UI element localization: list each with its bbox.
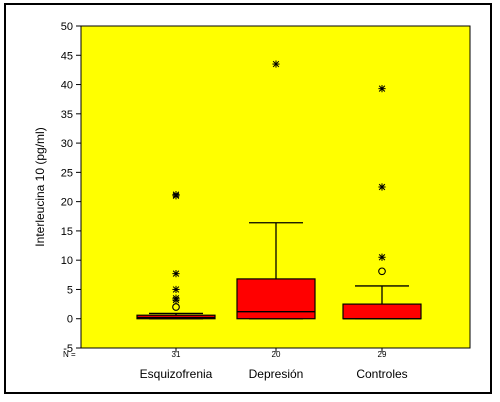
n-count-label: 29 [378, 350, 387, 359]
y-tick-label: 20 [61, 197, 73, 209]
category-label: Depresión [249, 367, 304, 381]
extreme-point [172, 270, 180, 278]
y-tick-label: 10 [61, 255, 73, 267]
extreme-point [378, 183, 386, 191]
box-group [136, 191, 216, 320]
box-group [236, 60, 316, 320]
y-tick-label: 35 [61, 109, 73, 121]
y-tick-label: 40 [61, 80, 73, 92]
n-prefix: N = [63, 350, 76, 359]
y-tick-label: 50 [61, 21, 73, 33]
y-axis-title: Interleucina 10 (pg/ml) [33, 127, 47, 246]
outlier-point [378, 267, 386, 276]
y-tick-label: 5 [67, 284, 73, 296]
box [236, 278, 316, 320]
n-count-label: 20 [272, 350, 281, 359]
y-tick-label: 15 [61, 226, 73, 238]
extreme-point [172, 191, 180, 199]
n-count-label: 31 [172, 350, 181, 359]
y-axis: -5 0 5 10 15 20 25 30 35 40 45 50 [61, 21, 81, 355]
category-label: Esquizofrenia [140, 367, 213, 381]
extreme-point [172, 294, 180, 302]
category-label: Controles [356, 367, 407, 381]
extreme-point [378, 253, 386, 261]
extreme-point [272, 60, 280, 68]
outlier-point [172, 303, 180, 311]
y-tick-label: 25 [61, 167, 73, 179]
x-axis: 31 Esquizofrenia 20 Depresión 29 Controles [140, 348, 408, 381]
box [342, 303, 422, 320]
extreme-point [378, 85, 386, 93]
y-tick-label: 0 [67, 314, 73, 326]
y-tick-label: 30 [61, 138, 73, 150]
box-group [342, 85, 422, 320]
y-tick-label: 45 [61, 50, 73, 62]
y-tick-label: -5 [63, 343, 73, 355]
boxes-layer [136, 60, 422, 320]
extreme-point [172, 285, 180, 294]
